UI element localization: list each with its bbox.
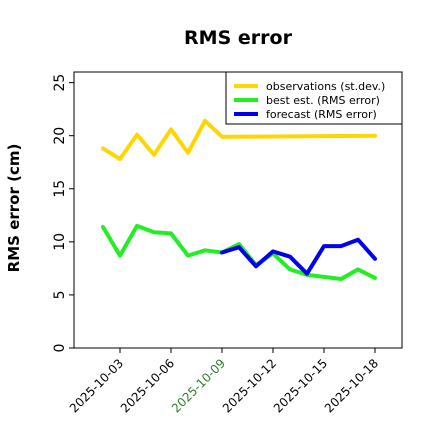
series-layer — [101, 118, 377, 281]
y-tick-label: 20 — [52, 127, 68, 145]
x-tick-label: 2025-10-03 — [67, 356, 126, 415]
y-tick-label: 10 — [52, 233, 68, 251]
x-tick-label: 2025-10-06 — [118, 356, 177, 415]
series-line-2 — [101, 223, 377, 281]
series-line-1 — [101, 118, 377, 161]
legend-label: observations (st.dev.) — [266, 80, 385, 93]
y-axis-label: RMS error (cm) — [5, 144, 23, 273]
y-tick-label: 25 — [52, 74, 68, 92]
x-tick-label: 2025-10-15 — [271, 356, 330, 415]
legend-label: forecast (RMS error) — [266, 108, 377, 121]
x-tick-label: 2025-10-18 — [322, 356, 381, 415]
chart-title: RMS error — [184, 27, 293, 49]
legend-label: best est. (RMS error) — [266, 94, 380, 107]
x-tick-label: 2025-10-12 — [220, 356, 279, 415]
y-tick-label: 15 — [52, 180, 68, 198]
legend: observations (st.dev.)best est. (RMS err… — [225, 71, 403, 125]
y-tick-label: 0 — [52, 344, 68, 353]
y-tick-label: 5 — [52, 290, 68, 299]
series-line-3 — [220, 237, 377, 276]
x-tick-label: 2025-10-09 — [169, 356, 228, 415]
